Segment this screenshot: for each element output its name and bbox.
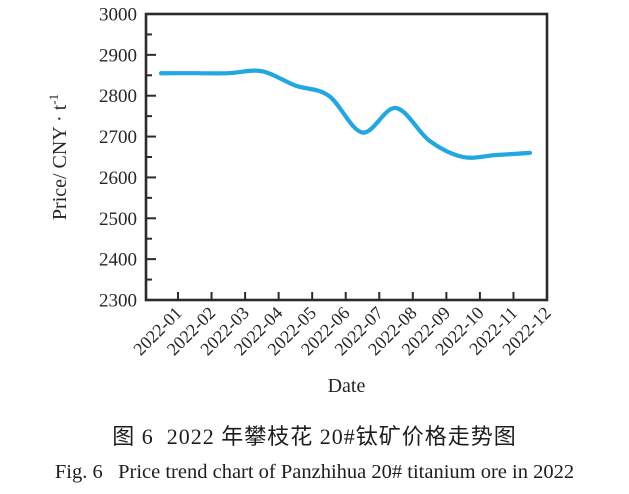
price-trend-chart: 2300 2400 2500 2600 2700 2800 2900 3000 2022-01 2… <box>46 5 555 398</box>
x-axis-ticks <box>177 292 548 299</box>
y-tick-label: 2600 <box>99 168 137 189</box>
y-tick-labels: 2300 2400 2500 2600 2700 2800 2900 3000 <box>99 5 137 312</box>
y-axis-ticks <box>147 13 156 301</box>
chart-canvas: 2300 2400 2500 2600 2700 2800 2900 3000 2022-012… <box>46 5 555 398</box>
y-tick-label: 2800 <box>99 86 137 107</box>
y-tick-label: 2500 <box>99 209 137 230</box>
plot-border <box>144 12 549 302</box>
y-tick-label: 2400 <box>99 250 137 271</box>
caption-english: Fig. 6 Price trend chart of Panzhihua 20… <box>54 461 575 483</box>
caption-chinese: 图 6 2022 年攀枝花 20#钛矿价格走势图 <box>112 424 517 449</box>
y-tick-label: 2700 <box>99 127 137 148</box>
x-tick-labels: 2022-012022-022022-032022-042022-052022-… <box>129 303 555 360</box>
y-tick-label: 2900 <box>99 45 137 66</box>
x-axis-title: Date <box>328 375 366 397</box>
y-tick-label: 2300 <box>99 291 137 312</box>
y-tick-label: 3000 <box>99 5 137 26</box>
y-axis-title: Price/ CNY · t-1 <box>46 94 71 220</box>
price-line <box>158 68 533 160</box>
